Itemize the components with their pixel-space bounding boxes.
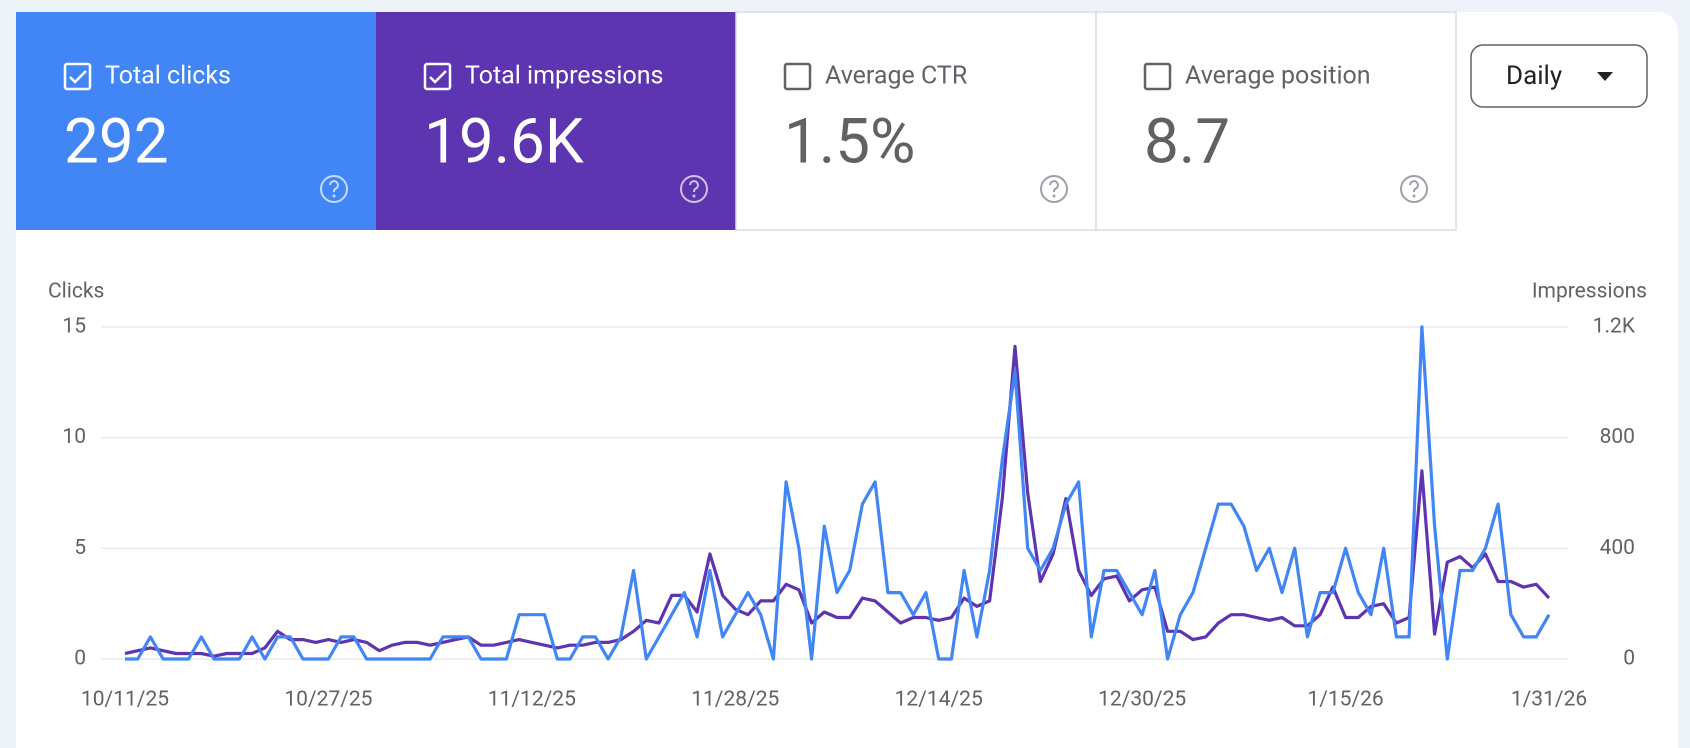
card-bg[interactable]: [16, 12, 376, 230]
checkbox[interactable]: [783, 62, 812, 91]
metric-value: 1.5%: [784, 105, 915, 178]
chart: Clicks Impressions 0 5 10 15 0 400 800 1.2K 10/11/…: [48, 280, 1647, 712]
help-icon[interactable]: [1040, 175, 1068, 203]
dropdown-arrow: [1597, 72, 1613, 81]
y-tick-label: 10: [62, 425, 86, 449]
y2-tick-label: 400: [1600, 536, 1635, 560]
y2-tick-label: 800: [1600, 425, 1635, 449]
help-dot: [1412, 194, 1416, 198]
y2-tick-label: 1.2K: [1593, 315, 1636, 339]
x-tick-label: 11/28/25: [691, 688, 779, 712]
metric-card[interactable]: Total impressions 19.6K: [376, 12, 736, 230]
card-bg[interactable]: [376, 12, 736, 230]
help-dot: [692, 194, 696, 198]
x-tick-label: 12/14/25: [895, 688, 983, 712]
card-bg[interactable]: [735, 11, 1097, 231]
checkbox[interactable]: [423, 62, 452, 91]
y-tick-label: 15: [62, 315, 86, 339]
x-tick-label: 1/31/26: [1511, 688, 1587, 712]
help-glyph: [689, 180, 699, 193]
metric-label: Average CTR: [825, 62, 967, 91]
x-tick-label: 12/30/25: [1098, 688, 1186, 712]
series-line: [125, 325, 1551, 661]
metric-label: Total impressions: [465, 62, 663, 91]
help-dot: [332, 194, 336, 198]
y-tick-label: 5: [74, 536, 86, 560]
metric-label: Average position: [1185, 62, 1371, 91]
metric-label: Total clicks: [105, 62, 231, 91]
help-icon[interactable]: [1400, 175, 1428, 203]
dropdown-box[interactable]: [1470, 44, 1648, 108]
metric-cards: Total clicks 292 Total impressions 19.6K Ave…: [16, 11, 1457, 231]
metric-value: 8.7: [1144, 105, 1230, 178]
metric-value: 292: [64, 105, 169, 178]
dropdown-label[interactable]: Daily: [1506, 61, 1562, 91]
x-tick-label: 10/11/25: [81, 688, 169, 712]
help-glyph: [1049, 180, 1059, 193]
y2-axis-title: Impressions: [1532, 280, 1647, 304]
metric-value: 19.6K: [424, 105, 584, 178]
x-tick-label: 11/12/25: [488, 688, 576, 712]
checkbox[interactable]: [63, 62, 92, 91]
help-icon[interactable]: [680, 175, 708, 203]
metric-card[interactable]: Total clicks 292: [16, 12, 376, 230]
metric-card[interactable]: Average CTR 1.5%: [735, 11, 1097, 231]
x-tick-label: 1/15/26: [1307, 688, 1383, 712]
card-bg[interactable]: [1095, 11, 1457, 231]
help-glyph: [1409, 180, 1419, 193]
checkmark: [69, 70, 87, 84]
help-glyph: [329, 180, 339, 193]
checkmark: [429, 70, 447, 84]
y2-tick-label: 0: [1623, 647, 1635, 671]
checkbox[interactable]: [1143, 62, 1172, 91]
y-tick-label: 0: [74, 647, 86, 671]
metric-card[interactable]: Average position 8.7: [1095, 11, 1457, 231]
help-icon[interactable]: [320, 175, 348, 203]
x-tick-label: 10/27/25: [284, 688, 372, 712]
y-axis-title: Clicks: [48, 280, 104, 304]
help-dot: [1052, 194, 1056, 198]
period-dropdown[interactable]: Daily: [1470, 44, 1648, 108]
